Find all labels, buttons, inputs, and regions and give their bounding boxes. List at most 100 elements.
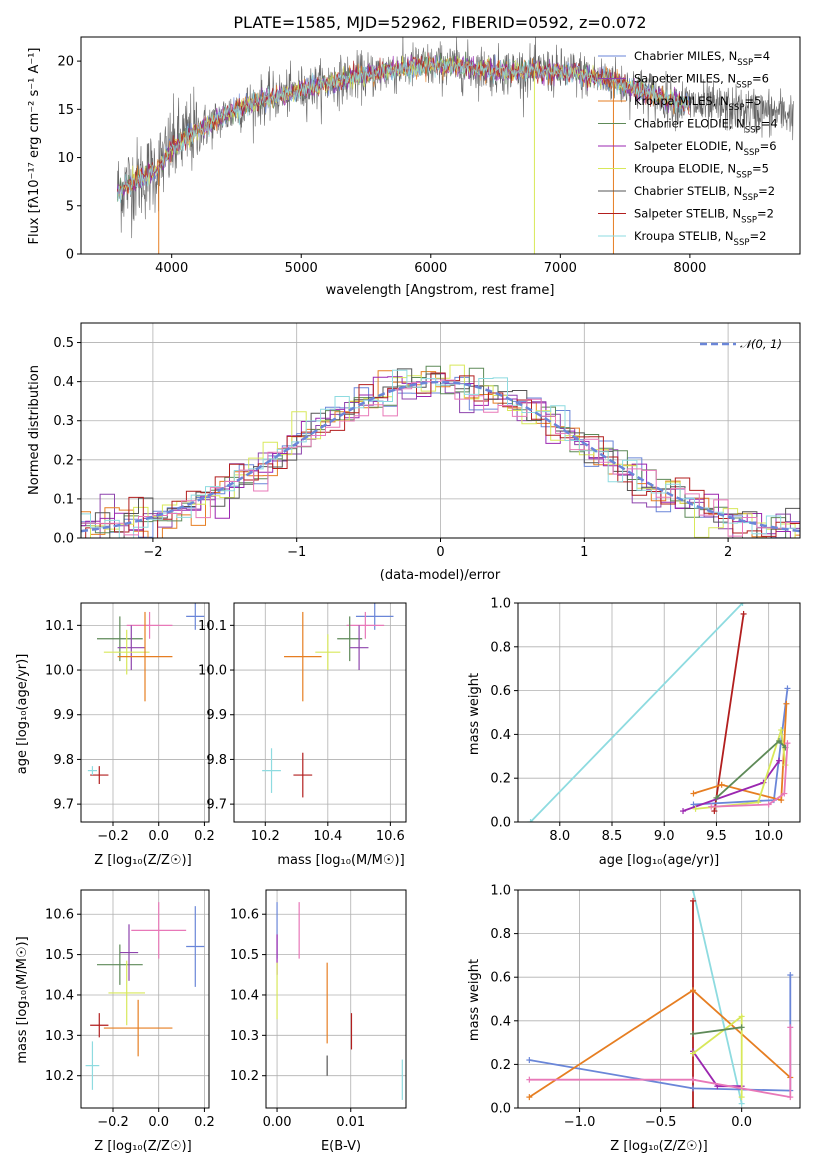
mwAge-xtick-label: 9.0	[654, 829, 675, 844]
spectrum-ylabel: Flux [fλ10⁻¹⁷ erg cm⁻² s⁻¹ A⁻¹]	[27, 48, 42, 245]
mwAge-ytick-label: 1.0	[490, 597, 511, 612]
ageM-frame	[233, 602, 407, 823]
ageZ-ytick-label: 9.7	[53, 798, 74, 813]
mZ-ytick-label: 10.5	[45, 948, 74, 963]
mwAge-ytick-label: 0.6	[490, 684, 511, 699]
spectrum-xtick-label: 6000	[414, 261, 447, 276]
ageZ-xtick-label: 0.0	[148, 829, 169, 844]
ageZ-ytick-label: 10.0	[45, 664, 74, 679]
spectrum-lines	[116, 37, 794, 254]
mE-ytick-label: 10.4	[230, 988, 259, 1003]
mZ-frame	[80, 889, 210, 1109]
mE-xlabel: E(B-V)	[321, 1139, 361, 1154]
mE-ytick-label: 10.5	[230, 948, 259, 963]
ageZ-xtick-label: −0.2	[97, 829, 129, 844]
mZ-ytick-label: 10.2	[45, 1069, 74, 1084]
mwAge-xtick-label: 9.5	[706, 829, 727, 844]
mwZ-lines	[526, 890, 794, 1108]
spectrum-model-line	[116, 52, 690, 195]
mwAge-xtick-label: 8.0	[549, 829, 570, 844]
legend-label: Chabrier MILES, NSSP=4	[634, 49, 770, 68]
legend-label: Kroupa ELODIE, NSSP=5	[634, 162, 769, 181]
mwZ-ylabel: mass weight	[467, 959, 482, 1041]
gaussian-curve	[81, 380, 800, 533]
massweight-line	[711, 743, 789, 808]
mE-ytick-label: 10.6	[230, 908, 259, 923]
mass-vs-Z-panel: Z [log₁₀(Z/Z☉)] mass [log₁₀(M/M☉)] −0.2 0…	[15, 889, 215, 1154]
residual-histogram	[81, 365, 800, 538]
mwZ-xtick-label: −1.0	[564, 1115, 596, 1130]
residual-histogram	[81, 379, 800, 538]
ageM-ytick-label: 9.7	[206, 798, 227, 813]
mE-points	[276, 902, 403, 1100]
mZ-ylabel: mass [log₁₀(M/M☉)]	[15, 936, 30, 1063]
massweight-line	[528, 989, 791, 1098]
age-vs-Z-panel: Z [log₁₀(Z/Z☉)] age [log₁₀(age/yr)] −0.2…	[15, 602, 215, 868]
spectrum-frame	[80, 36, 801, 255]
ageM-xtick-label: 10.4	[313, 829, 342, 844]
spectrum-panel: PLATE=1585, MJD=52962, FIBERID=0592, z=0…	[27, 13, 801, 298]
mwAge-xtick-label: 10.0	[754, 829, 783, 844]
spectrum-xtick-label: 8000	[673, 261, 706, 276]
mwAge-lines	[527, 603, 791, 822]
residuals-xtick-label: −2	[143, 545, 162, 560]
spectrum-ytick-label: 0	[66, 248, 74, 263]
legend-label: Kroupa MILES, NSSP=5	[634, 94, 761, 113]
residuals-xtick-label: 2	[724, 545, 732, 560]
spectrum-ytick-label: 15	[57, 103, 74, 118]
ageZ-ytick-label: 10.1	[45, 619, 74, 634]
ageM-points	[262, 603, 394, 798]
mE-ytick-label: 10.3	[230, 1029, 259, 1044]
ageM-xtick-label: 10.2	[251, 829, 280, 844]
mwAge-ytick-label: 0.2	[490, 772, 511, 787]
mwAge-xlabel: age [log₁₀(age/yr)]	[599, 853, 720, 868]
massweight-line	[692, 1026, 742, 1035]
residual-histogram	[81, 372, 800, 538]
mZ-xtick-label: 0.0	[148, 1115, 169, 1130]
residuals-ytick-label: 0.4	[53, 375, 74, 390]
mwZ-xtick-label: −0.5	[645, 1115, 677, 1130]
mwAge-xtick-label: 8.5	[602, 829, 623, 844]
spectrum-ytick-label: 5	[66, 199, 74, 214]
residuals-ytick-label: 0.0	[53, 532, 74, 547]
mZ-xtick-label: 0.2	[194, 1115, 215, 1130]
legend-label: Salpeter STELIB, NSSP=2	[634, 207, 774, 226]
residual-histogram	[81, 368, 800, 538]
residual-histogram	[81, 364, 800, 538]
legend-label: Salpeter ELODIE, NSSP=6	[634, 139, 777, 158]
mE-ytick-label: 10.2	[230, 1069, 259, 1084]
residual-histogram	[81, 369, 800, 538]
mZ-ytick-label: 10.4	[45, 988, 74, 1003]
massweight-line	[529, 1027, 792, 1099]
mwZ-ytick-label: 1.0	[490, 884, 511, 899]
mZ-ytick-label: 10.3	[45, 1029, 74, 1044]
residuals-panel: (data-model)/error Normed distribution −…	[27, 322, 801, 583]
spectrum-xtick-label: 5000	[285, 261, 318, 276]
ageZ-ytick-label: 9.9	[53, 708, 74, 723]
ageZ-xlabel: Z [log₁₀(Z/Z☉)]	[94, 853, 191, 868]
residuals-xtick-label: −1	[287, 545, 306, 560]
mZ-xlabel: Z [log₁₀(Z/Z☉)]	[94, 1139, 191, 1154]
massweight-line	[529, 975, 792, 1092]
massweight-line	[692, 890, 743, 1104]
spectrum-ytick-label: 20	[57, 55, 74, 70]
ageZ-xtick-label: 0.2	[194, 829, 215, 844]
mwZ-ytick-label: 0.8	[490, 927, 511, 942]
mwZ-ytick-label: 0.6	[490, 971, 511, 986]
ageM-ytick-label: 10.1	[198, 619, 227, 634]
ageZ-ylabel: age [log₁₀(age/yr)]	[15, 654, 30, 775]
ageM-xlabel: mass [log₁₀(M/M☉)]	[277, 853, 404, 868]
mE-frame	[265, 889, 407, 1109]
spectrum-model-line	[116, 55, 690, 203]
residuals-ytick-label: 0.2	[53, 453, 74, 468]
age-vs-mass-panel: mass [log₁₀(M/M☉)] 10.2 10.4 10.6 9.7 9.8 9.9…	[198, 602, 407, 868]
massweight-vs-age-panel: age [log₁₀(age/yr)] mass weight 8.0 8.5 9.…	[467, 597, 801, 868]
mZ-points	[85, 902, 205, 1090]
ageZ-frame	[80, 602, 210, 823]
mwZ-ytick-label: 0.2	[490, 1058, 511, 1073]
spectrum-title: PLATE=1585, MJD=52962, FIBERID=0592, z=0…	[233, 13, 646, 32]
residuals-frame	[80, 322, 801, 539]
residuals-xtick-label: 0	[436, 545, 444, 560]
residuals-ytick-label: 0.1	[53, 492, 74, 507]
